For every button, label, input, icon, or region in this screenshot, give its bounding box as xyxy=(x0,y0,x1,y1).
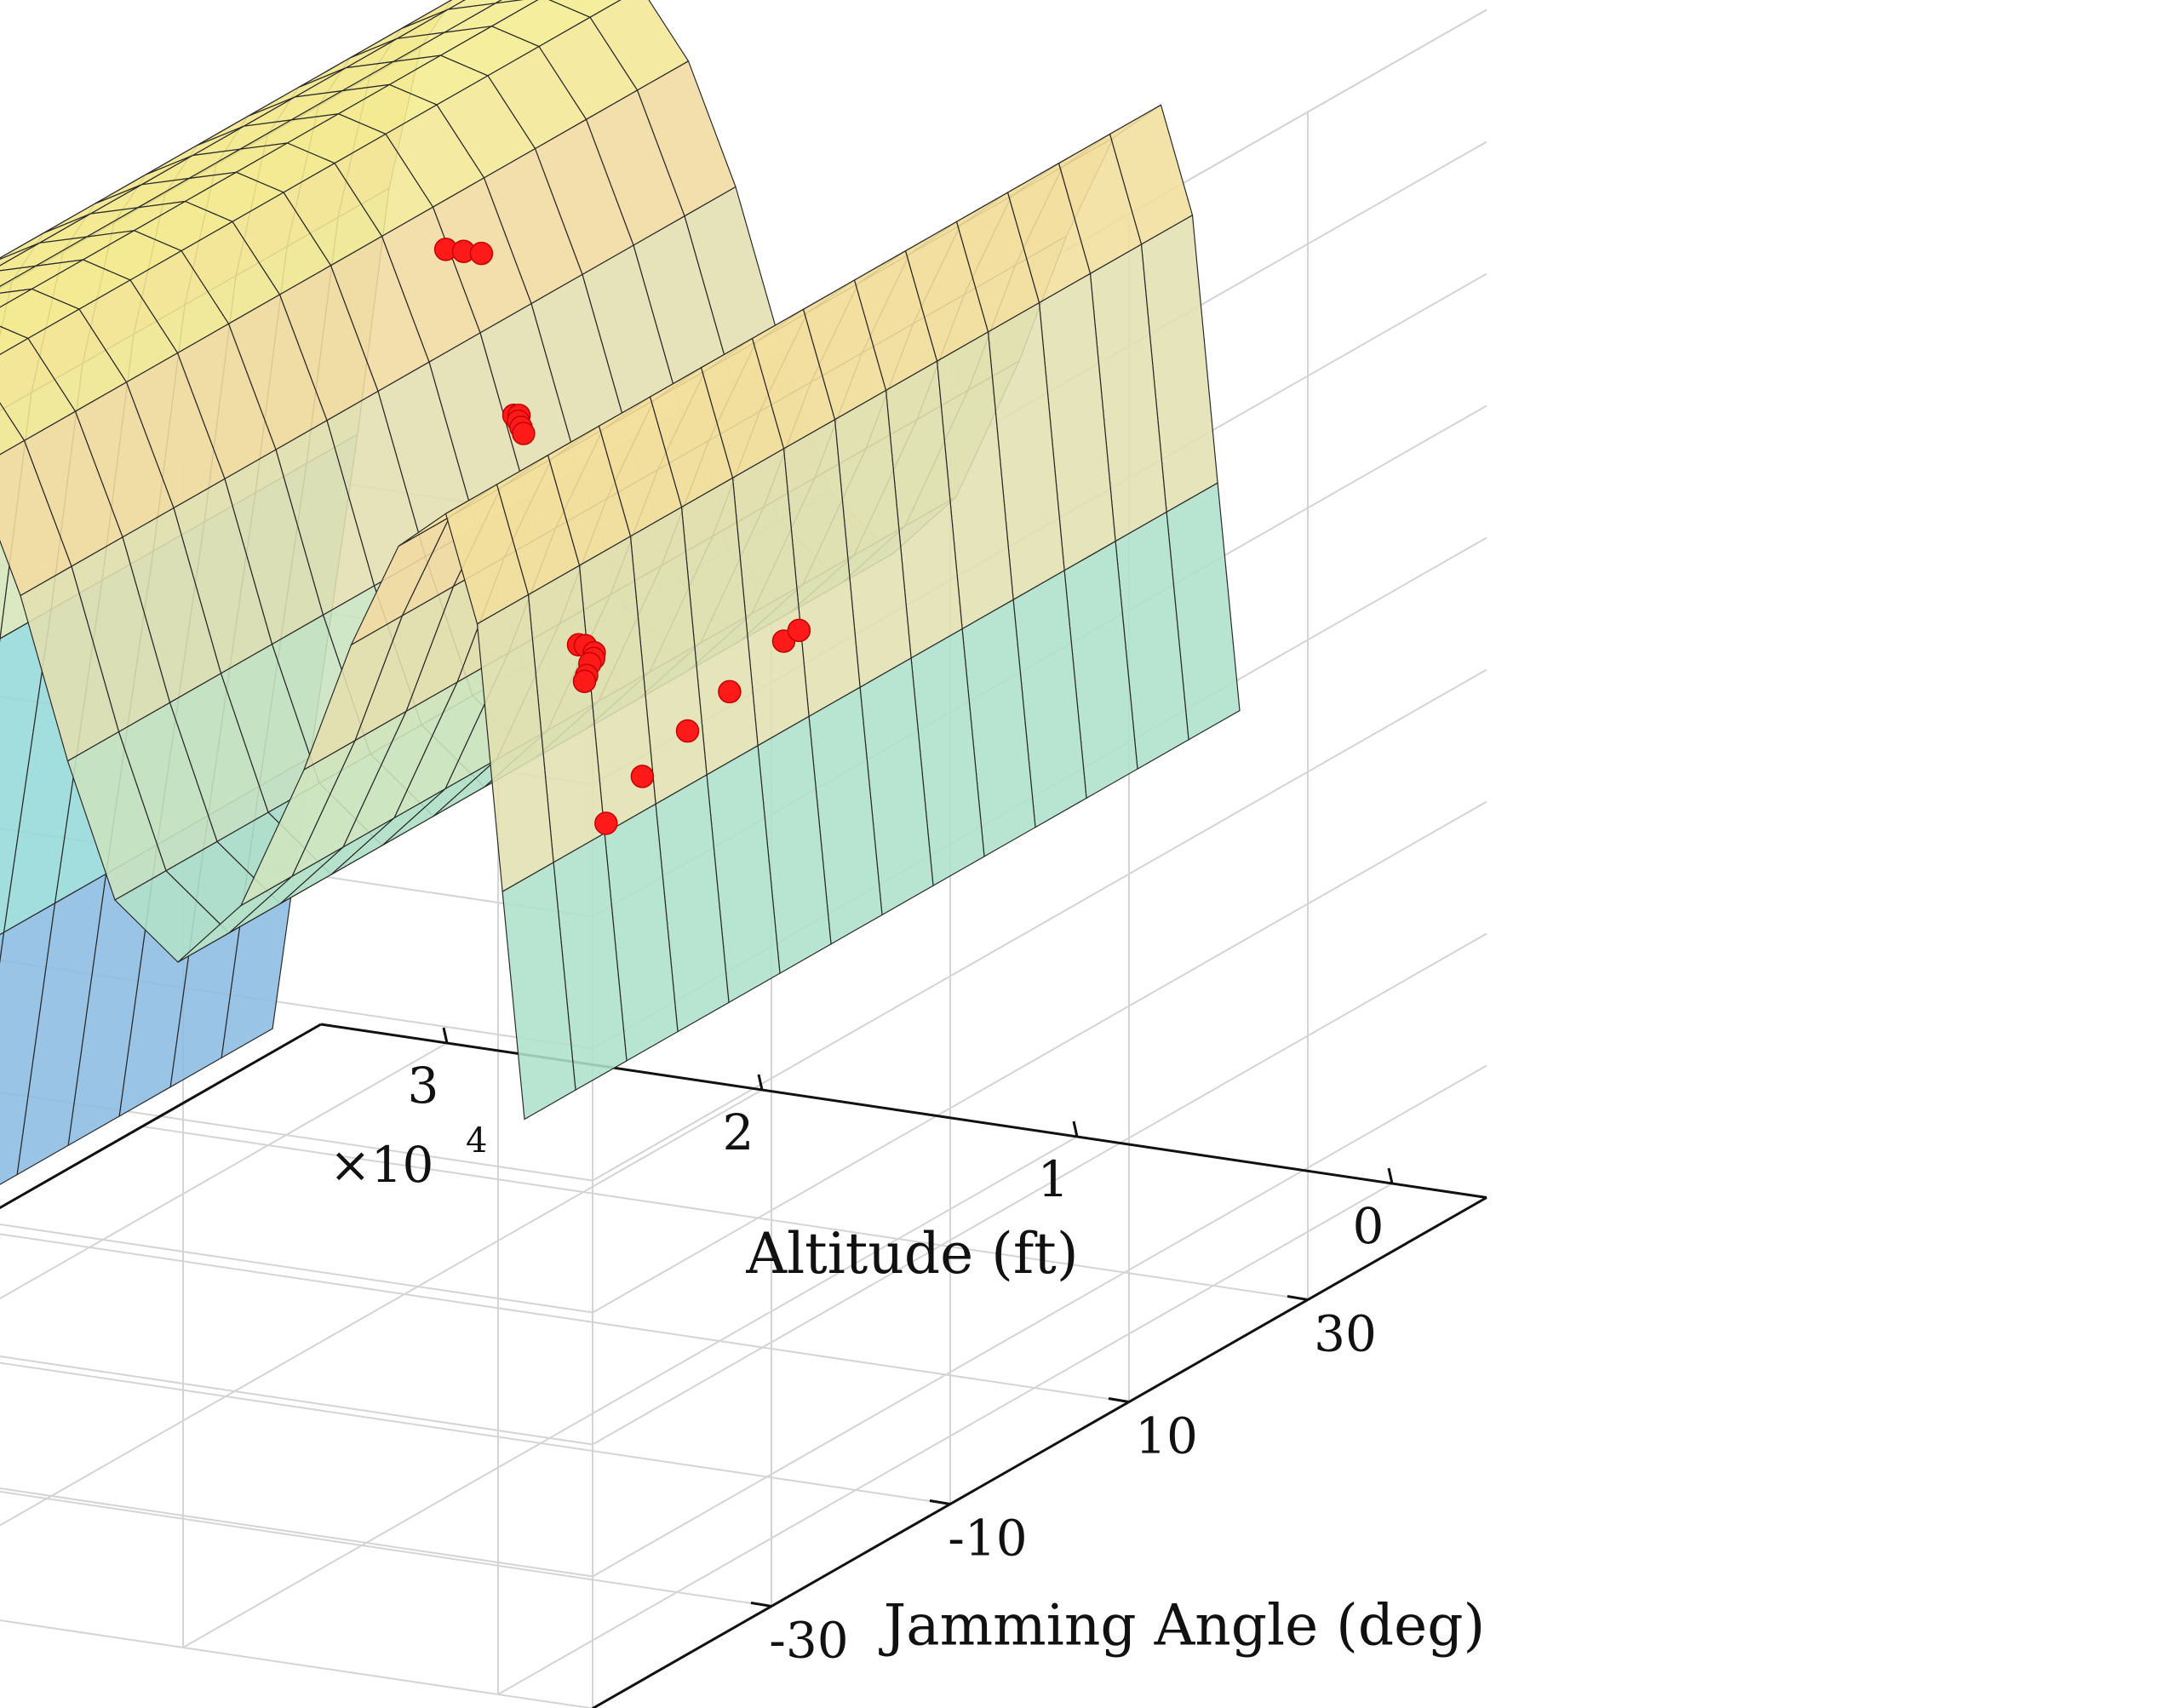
angle-axis-line xyxy=(592,1196,1487,1708)
gridline-angle xyxy=(141,1126,1309,1301)
gridline-angle xyxy=(0,1233,1130,1403)
surface-patch xyxy=(502,861,576,1121)
altitude-axis-line xyxy=(320,1023,1487,1199)
trim-point xyxy=(787,618,811,643)
gridline-value xyxy=(592,1064,1487,1578)
angle-axis-title: Jamming Angle (deg) xyxy=(879,1593,1485,1659)
angle-tick xyxy=(1287,1295,1309,1301)
angle-tick xyxy=(750,1602,772,1608)
trim-point xyxy=(594,811,618,835)
surface-patch xyxy=(0,608,52,936)
gridline-value xyxy=(592,668,1487,1182)
gridline-value xyxy=(0,1619,593,1708)
gridline-angle xyxy=(0,1490,772,1608)
angle-tick xyxy=(1108,1397,1130,1403)
altitude-multiplier: ×10 xyxy=(330,1136,433,1194)
trim-points xyxy=(433,238,811,835)
altitude-tick xyxy=(1387,1167,1394,1184)
gridline-value xyxy=(592,800,1487,1314)
altitude-tick-label: 0 xyxy=(1353,1197,1384,1255)
gridline-value xyxy=(592,932,1487,1446)
trim-point xyxy=(630,765,655,788)
gridline-altitude xyxy=(182,1136,1078,1648)
angle-tick-label: 30 xyxy=(1314,1305,1377,1363)
trim-point xyxy=(675,719,700,743)
altitude-tick xyxy=(442,1027,449,1044)
altitude-tick xyxy=(1072,1121,1079,1138)
floor-edge xyxy=(0,1023,322,1210)
gridline-angle xyxy=(0,1361,951,1505)
trim-point xyxy=(718,679,742,704)
gridline-value xyxy=(0,1487,593,1578)
surface-patch xyxy=(0,402,26,456)
angle-tick-label: -30 xyxy=(769,1612,848,1670)
altitude-tick xyxy=(757,1074,764,1091)
altitude-tick-label: 3 xyxy=(408,1057,439,1115)
trim-point xyxy=(572,669,597,693)
trim-point xyxy=(512,421,536,445)
gridline-altitude xyxy=(0,1042,448,1300)
angle-tick-label: 10 xyxy=(1135,1407,1198,1465)
altitude-multiplier-exponent: 4 xyxy=(466,1121,487,1161)
gridline-altitude xyxy=(497,1183,1393,1695)
gridline-value xyxy=(0,1224,593,1314)
altitude-tick-label: 1 xyxy=(1038,1150,1069,1208)
angle-tick xyxy=(929,1499,951,1505)
altitude-axis-title: Altitude (ft) xyxy=(745,1221,1078,1287)
angle-tick-label: -10 xyxy=(948,1510,1027,1568)
surface-patch xyxy=(0,931,5,964)
gridline-value xyxy=(0,1356,593,1446)
gridline-altitude xyxy=(0,1089,763,1527)
altitude-tick-label: 2 xyxy=(723,1103,754,1161)
axes xyxy=(0,1023,1487,1708)
surface-patch xyxy=(0,325,30,355)
trim-point xyxy=(469,241,494,266)
